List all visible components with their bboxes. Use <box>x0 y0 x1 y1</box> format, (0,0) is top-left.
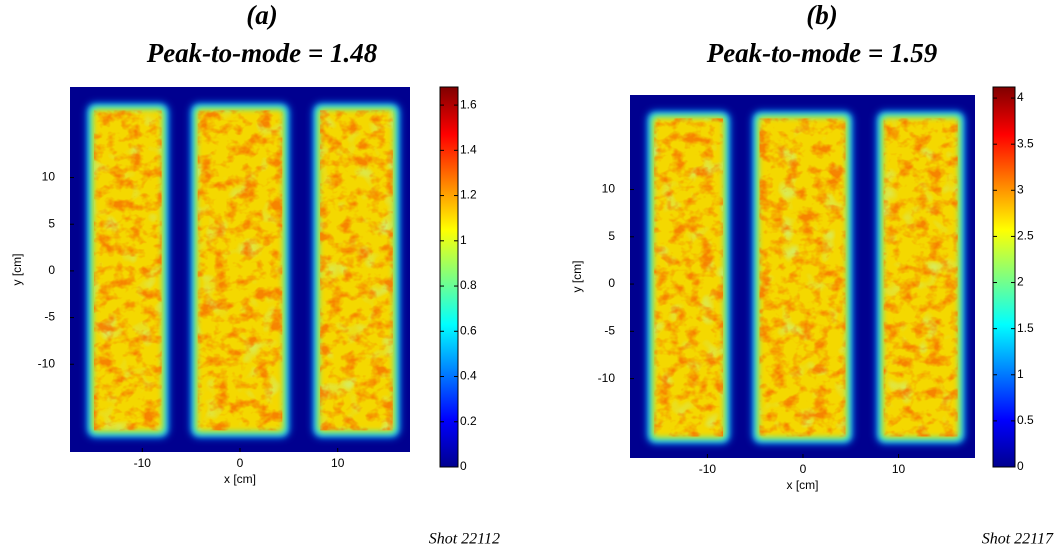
panel-title: Peak-to-mode = 1.48 <box>146 38 378 68</box>
y-tick-label: -10 <box>598 371 616 385</box>
colorbar-tick-label: 0 <box>1017 459 1024 473</box>
colorbar-tick-label: 1.4 <box>460 143 477 157</box>
y-tick-label: 10 <box>42 170 56 184</box>
colorbar-tick-label: 2 <box>1017 275 1024 289</box>
y-tick-label: -5 <box>44 310 55 324</box>
colorbar-tick-label: 1.2 <box>460 188 477 202</box>
y-tick-label: -10 <box>38 356 56 370</box>
y-tick-label: 5 <box>48 216 55 230</box>
shot-annotation: Shot 22117 <box>982 531 1054 548</box>
colorbar-tick-label: 0 <box>460 459 467 473</box>
colorbar-tick-label: 3 <box>1017 182 1024 196</box>
colorbar-tick-label: 1 <box>460 233 467 247</box>
colorbar <box>992 86 1016 468</box>
stripe-texture <box>654 118 958 437</box>
x-tick-label: 10 <box>892 462 906 476</box>
x-tick-label: 0 <box>237 456 244 470</box>
heatmap-image <box>70 87 410 452</box>
x-tick-label: -10 <box>699 462 717 476</box>
x-tick-label: 0 <box>800 462 807 476</box>
colorbar-tick-label: 0.5 <box>1017 413 1034 427</box>
heatmap-image <box>630 95 975 458</box>
colorbar-tick-label: 0.4 <box>460 369 477 383</box>
y-axis-label: y [cm] <box>570 261 584 293</box>
colorbar <box>439 86 459 468</box>
colorbar-tick-label: 0.8 <box>460 278 477 292</box>
colorbar-tick-label: 1.6 <box>460 97 477 111</box>
y-tick-label: -5 <box>604 324 615 338</box>
x-axis-label: x [cm] <box>224 472 256 486</box>
shot-annotation: Shot 22112 <box>429 531 500 548</box>
colorbar-tick-label: 1.5 <box>1017 321 1034 335</box>
colorbar-tick-label: 4 <box>1017 90 1024 104</box>
panel-label: (b) <box>806 0 837 30</box>
y-axis-label: y [cm] <box>10 254 24 286</box>
colorbar-tick-label: 2.5 <box>1017 229 1034 243</box>
y-tick-label: 0 <box>48 263 55 277</box>
colorbar-tick-label: 0.6 <box>460 323 477 337</box>
panel-label: (a) <box>246 0 277 30</box>
colorbar-tick-label: 3.5 <box>1017 136 1034 150</box>
panel-title: Peak-to-mode = 1.59 <box>706 38 938 68</box>
colorbar-tick-label: 1 <box>1017 367 1024 381</box>
stripe-texture <box>94 110 393 431</box>
x-axis-label: x [cm] <box>787 478 819 492</box>
colorbar-tick-label: 0.2 <box>460 414 477 428</box>
x-tick-label: -10 <box>134 456 152 470</box>
y-tick-label: 5 <box>608 229 615 243</box>
x-tick-label: 10 <box>331 456 345 470</box>
y-tick-label: 10 <box>602 182 616 196</box>
y-tick-label: 0 <box>608 276 615 290</box>
